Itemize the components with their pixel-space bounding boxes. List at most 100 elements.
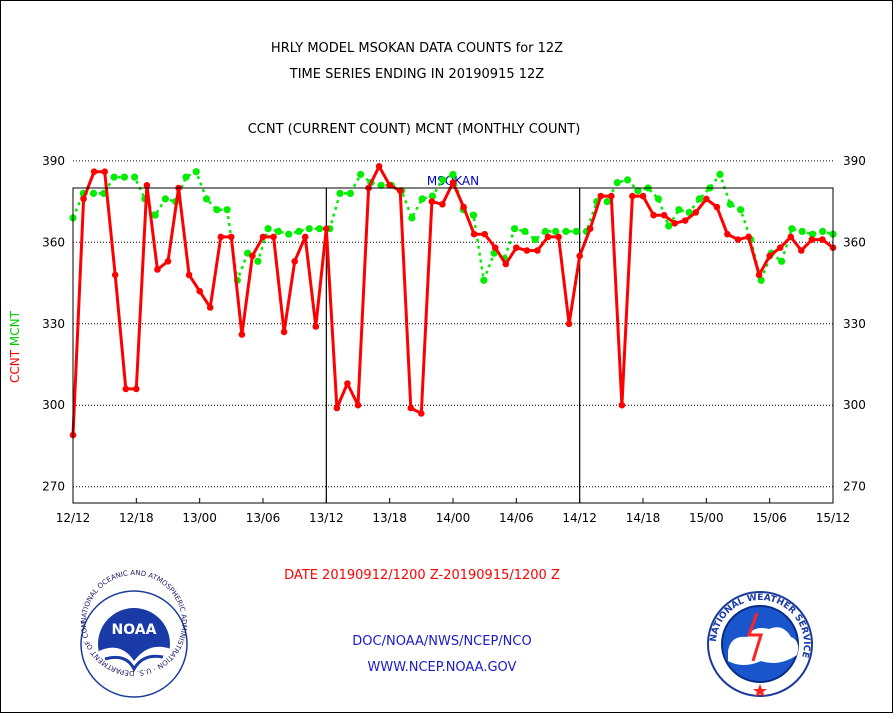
point-mcnt-37 <box>449 170 457 178</box>
point-mcnt-20 <box>274 227 282 235</box>
plot-border <box>72 187 834 504</box>
noaa-ring-text: NATIONAL OCEANIC AND ATMOSPHERIC ADMINIS… <box>1 1 188 677</box>
point-mcnt-52 <box>603 198 611 206</box>
y-tick-right-300: 300 <box>843 398 866 412</box>
point-ccnt-65 <box>755 271 763 279</box>
y-tick-right-360: 360 <box>843 235 866 249</box>
point-ccnt-12 <box>196 287 203 295</box>
point-ccnt-8 <box>154 266 161 273</box>
point-mcnt-5 <box>120 173 128 181</box>
point-mcnt-8 <box>151 211 159 219</box>
point-mcnt-26 <box>336 189 344 197</box>
point-ccnt-1 <box>80 195 87 203</box>
point-mcnt-63 <box>716 170 724 178</box>
point-ccnt-42 <box>513 244 520 251</box>
point-mcnt-21 <box>285 230 293 238</box>
point-mcnt-49 <box>572 227 580 235</box>
point-mcnt-9 <box>161 195 169 203</box>
y-tick-left-300: 300 <box>42 398 65 412</box>
point-ccnt-59 <box>692 209 700 216</box>
point-mcnt-4 <box>110 173 118 181</box>
point-ccnt-55 <box>650 211 657 219</box>
point-ccnt-41 <box>502 260 510 268</box>
x-tick-label-7: 14/06 <box>499 511 534 525</box>
point-mcnt-43 <box>510 225 519 233</box>
point-ccnt-44 <box>534 247 541 254</box>
point-mcnt-30 <box>377 181 385 189</box>
point-mcnt-34 <box>418 195 426 203</box>
point-ccnt-57 <box>671 220 678 227</box>
series-layer <box>69 163 837 439</box>
point-ccnt-46 <box>555 233 562 241</box>
point-mcnt-12 <box>192 168 200 176</box>
point-ccnt-31 <box>396 187 404 194</box>
point-mcnt-70 <box>788 225 796 233</box>
point-mcnt-47 <box>552 227 560 235</box>
point-ccnt-26 <box>344 380 351 387</box>
point-ccnt-17 <box>249 252 256 260</box>
x-tick-label-1: 12/18 <box>119 511 154 525</box>
point-ccnt-32 <box>407 404 415 412</box>
point-mcnt-40 <box>480 276 488 284</box>
point-ccnt-21 <box>291 258 299 265</box>
point-ccnt-40 <box>491 244 499 251</box>
point-mcnt-69 <box>778 257 786 265</box>
point-mcnt-53 <box>613 179 621 187</box>
point-mcnt-18 <box>254 257 262 265</box>
point-mcnt-59 <box>675 206 683 214</box>
point-mcnt-71 <box>798 227 806 235</box>
point-ccnt-67 <box>776 244 784 251</box>
nws-logo: NATIONAL WEATHER SERVICE <box>707 591 813 697</box>
point-ccnt-33 <box>418 410 425 417</box>
point-ccnt-20 <box>280 328 288 336</box>
point-ccnt-30 <box>386 182 394 189</box>
point-ccnt-29 <box>375 163 383 170</box>
point-ccnt-5 <box>122 385 130 393</box>
point-ccnt-51 <box>608 192 615 200</box>
point-mcnt-61 <box>695 195 704 203</box>
point-ccnt-66 <box>766 252 773 260</box>
noaa-wordmark: NOAA <box>112 622 157 638</box>
point-ccnt-54 <box>639 192 647 200</box>
day-dividers <box>325 188 581 503</box>
point-mcnt-2 <box>89 189 98 197</box>
point-ccnt-6 <box>133 385 140 393</box>
point-mcnt-57 <box>654 195 663 203</box>
point-ccnt-14 <box>217 233 225 241</box>
x-tick-label-8: 14/12 <box>562 511 597 525</box>
point-mcnt-48 <box>562 227 570 235</box>
footer-url-line: WWW.NCEP.NOAA.GOV <box>368 660 517 675</box>
x-tick-label-2: 13/00 <box>182 511 217 525</box>
point-ccnt-27 <box>354 401 362 409</box>
point-mcnt-39 <box>469 211 478 219</box>
point-mcnt-36 <box>439 176 447 184</box>
x-tick-label-4: 13/12 <box>309 511 344 525</box>
point-ccnt-63 <box>734 236 742 243</box>
point-ccnt-56 <box>660 211 668 219</box>
y-axis-title: CCNT MCNT <box>8 310 22 383</box>
point-ccnt-53 <box>629 192 636 200</box>
point-ccnt-24 <box>323 225 330 232</box>
chart-title-line2: TIME SERIES ENDING IN 20190915 12Z <box>289 67 545 82</box>
x-tick-label-5: 13/18 <box>372 511 407 525</box>
series-line-mcnt <box>71 170 834 282</box>
point-mcnt-14 <box>213 206 221 214</box>
point-ccnt-71 <box>819 236 826 243</box>
point-ccnt-16 <box>238 331 246 338</box>
point-ccnt-68 <box>787 233 795 241</box>
point-mcnt-13 <box>202 195 211 203</box>
point-ccnt-18 <box>259 233 267 241</box>
point-ccnt-58 <box>681 217 689 224</box>
y-tick-left-360: 360 <box>42 235 65 249</box>
y-tick-right-330: 330 <box>843 317 866 331</box>
y-tick-left-330: 330 <box>42 317 65 331</box>
point-ccnt-49 <box>586 225 594 232</box>
point-ccnt-25 <box>333 404 341 412</box>
point-ccnt-43 <box>523 247 531 254</box>
point-ccnt-4 <box>111 271 119 279</box>
point-ccnt-3 <box>101 168 108 175</box>
y-axis-title-ccnt: CCNT <box>8 349 22 383</box>
point-mcnt-73 <box>819 227 827 235</box>
